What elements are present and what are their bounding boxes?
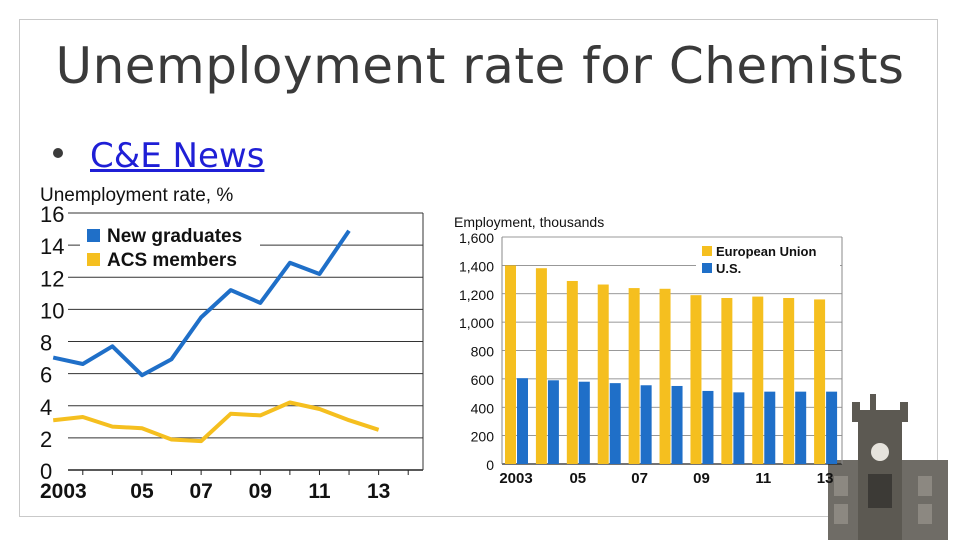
x-tick-label: 13: [367, 480, 390, 503]
bar-european-union-2006: [597, 284, 609, 464]
bar-european-union-2005: [566, 280, 578, 464]
x-tick-label: 2003: [40, 480, 87, 503]
bar-european-union-2007: [628, 288, 640, 464]
bar-european-union-2011: [752, 296, 764, 464]
x-tick-label: 11: [755, 470, 771, 487]
legend-swatch: [87, 253, 100, 266]
y-tick-label: 600: [471, 372, 495, 388]
series-line-acs-members: [52, 400, 380, 444]
legend-label: U.S.: [716, 261, 741, 276]
y-tick-label: 1,200: [459, 287, 494, 303]
slide-frame: [19, 19, 938, 517]
series-line-new-graduates: [52, 229, 351, 378]
x-tick-label: 05: [569, 470, 586, 487]
legend-label: New graduates: [107, 226, 242, 247]
y-tick-label: 1,400: [459, 258, 494, 274]
bar-u-s--2013: [826, 391, 838, 464]
y-tick-label: 16: [40, 202, 64, 227]
x-tick-label: 07: [631, 470, 648, 487]
legend-background: [80, 222, 260, 274]
bar-european-union-2008: [659, 288, 671, 464]
y-tick-label: 400: [471, 400, 495, 416]
y-tick-label: 4: [40, 395, 52, 420]
x-tick-label: 2003: [499, 470, 532, 487]
y-tick-label: 0: [486, 457, 494, 473]
y-tick-label: 8: [40, 331, 52, 356]
university-building-icon: [828, 394, 948, 540]
bar-u-s--2009: [702, 390, 714, 464]
x-tick-label: 11: [308, 480, 331, 503]
bar-u-s--2005: [578, 381, 590, 464]
y-axis-label: Employment, thousands: [454, 214, 604, 230]
y-tick-label: 6: [40, 363, 52, 388]
bar-european-union-2004: [535, 268, 547, 464]
y-tick-label: 1,000: [459, 315, 494, 331]
bar-european-union-2012: [783, 298, 795, 464]
x-tick-label: 13: [817, 470, 834, 487]
y-tick-label: 2: [40, 427, 52, 452]
bar-u-s--2004: [547, 380, 559, 464]
bar-u-s--2006: [609, 383, 621, 464]
bar-u-s--2003: [517, 378, 528, 464]
bar-european-union-2010: [721, 298, 733, 464]
legend-background: [696, 240, 840, 280]
legend: European Union U.S.: [696, 240, 840, 280]
bar-european-union-2013: [814, 299, 826, 464]
bar-european-union-2003: [505, 265, 516, 464]
legend-label: ACS members: [107, 250, 237, 271]
y-axis-label: Unemployment rate, %: [40, 185, 233, 206]
slide-title: Unemployment rate for Chemists: [55, 37, 905, 95]
bar-european-union-2009: [690, 295, 702, 464]
legend-label: European Union: [716, 244, 816, 259]
y-tick-label: 14: [40, 234, 64, 259]
legend: New graduates ACS members: [80, 222, 260, 274]
legend-swatch: [702, 263, 712, 273]
bar-u-s--2008: [671, 385, 683, 464]
bullet-dot: [53, 148, 63, 158]
x-tick-label: 09: [249, 480, 272, 503]
bar-u-s--2011: [764, 391, 776, 464]
bar-u-s--2010: [733, 392, 745, 464]
y-tick-label: 1,600: [459, 230, 494, 246]
bar-u-s--2012: [795, 391, 807, 464]
y-tick-label: 12: [40, 266, 64, 291]
y-tick-label: 10: [40, 298, 64, 323]
y-tick-label: 800: [471, 344, 495, 360]
cen-news-link[interactable]: C&E News: [90, 136, 265, 176]
y-tick-label: 200: [471, 429, 495, 445]
legend-swatch: [87, 229, 100, 242]
y-tick-label: 0: [40, 459, 52, 484]
x-tick-label: 05: [130, 480, 154, 503]
x-tick-label: 07: [189, 480, 212, 503]
x-tick-label: 09: [693, 470, 710, 487]
bar-u-s--2007: [640, 385, 652, 464]
legend-swatch: [702, 246, 712, 256]
